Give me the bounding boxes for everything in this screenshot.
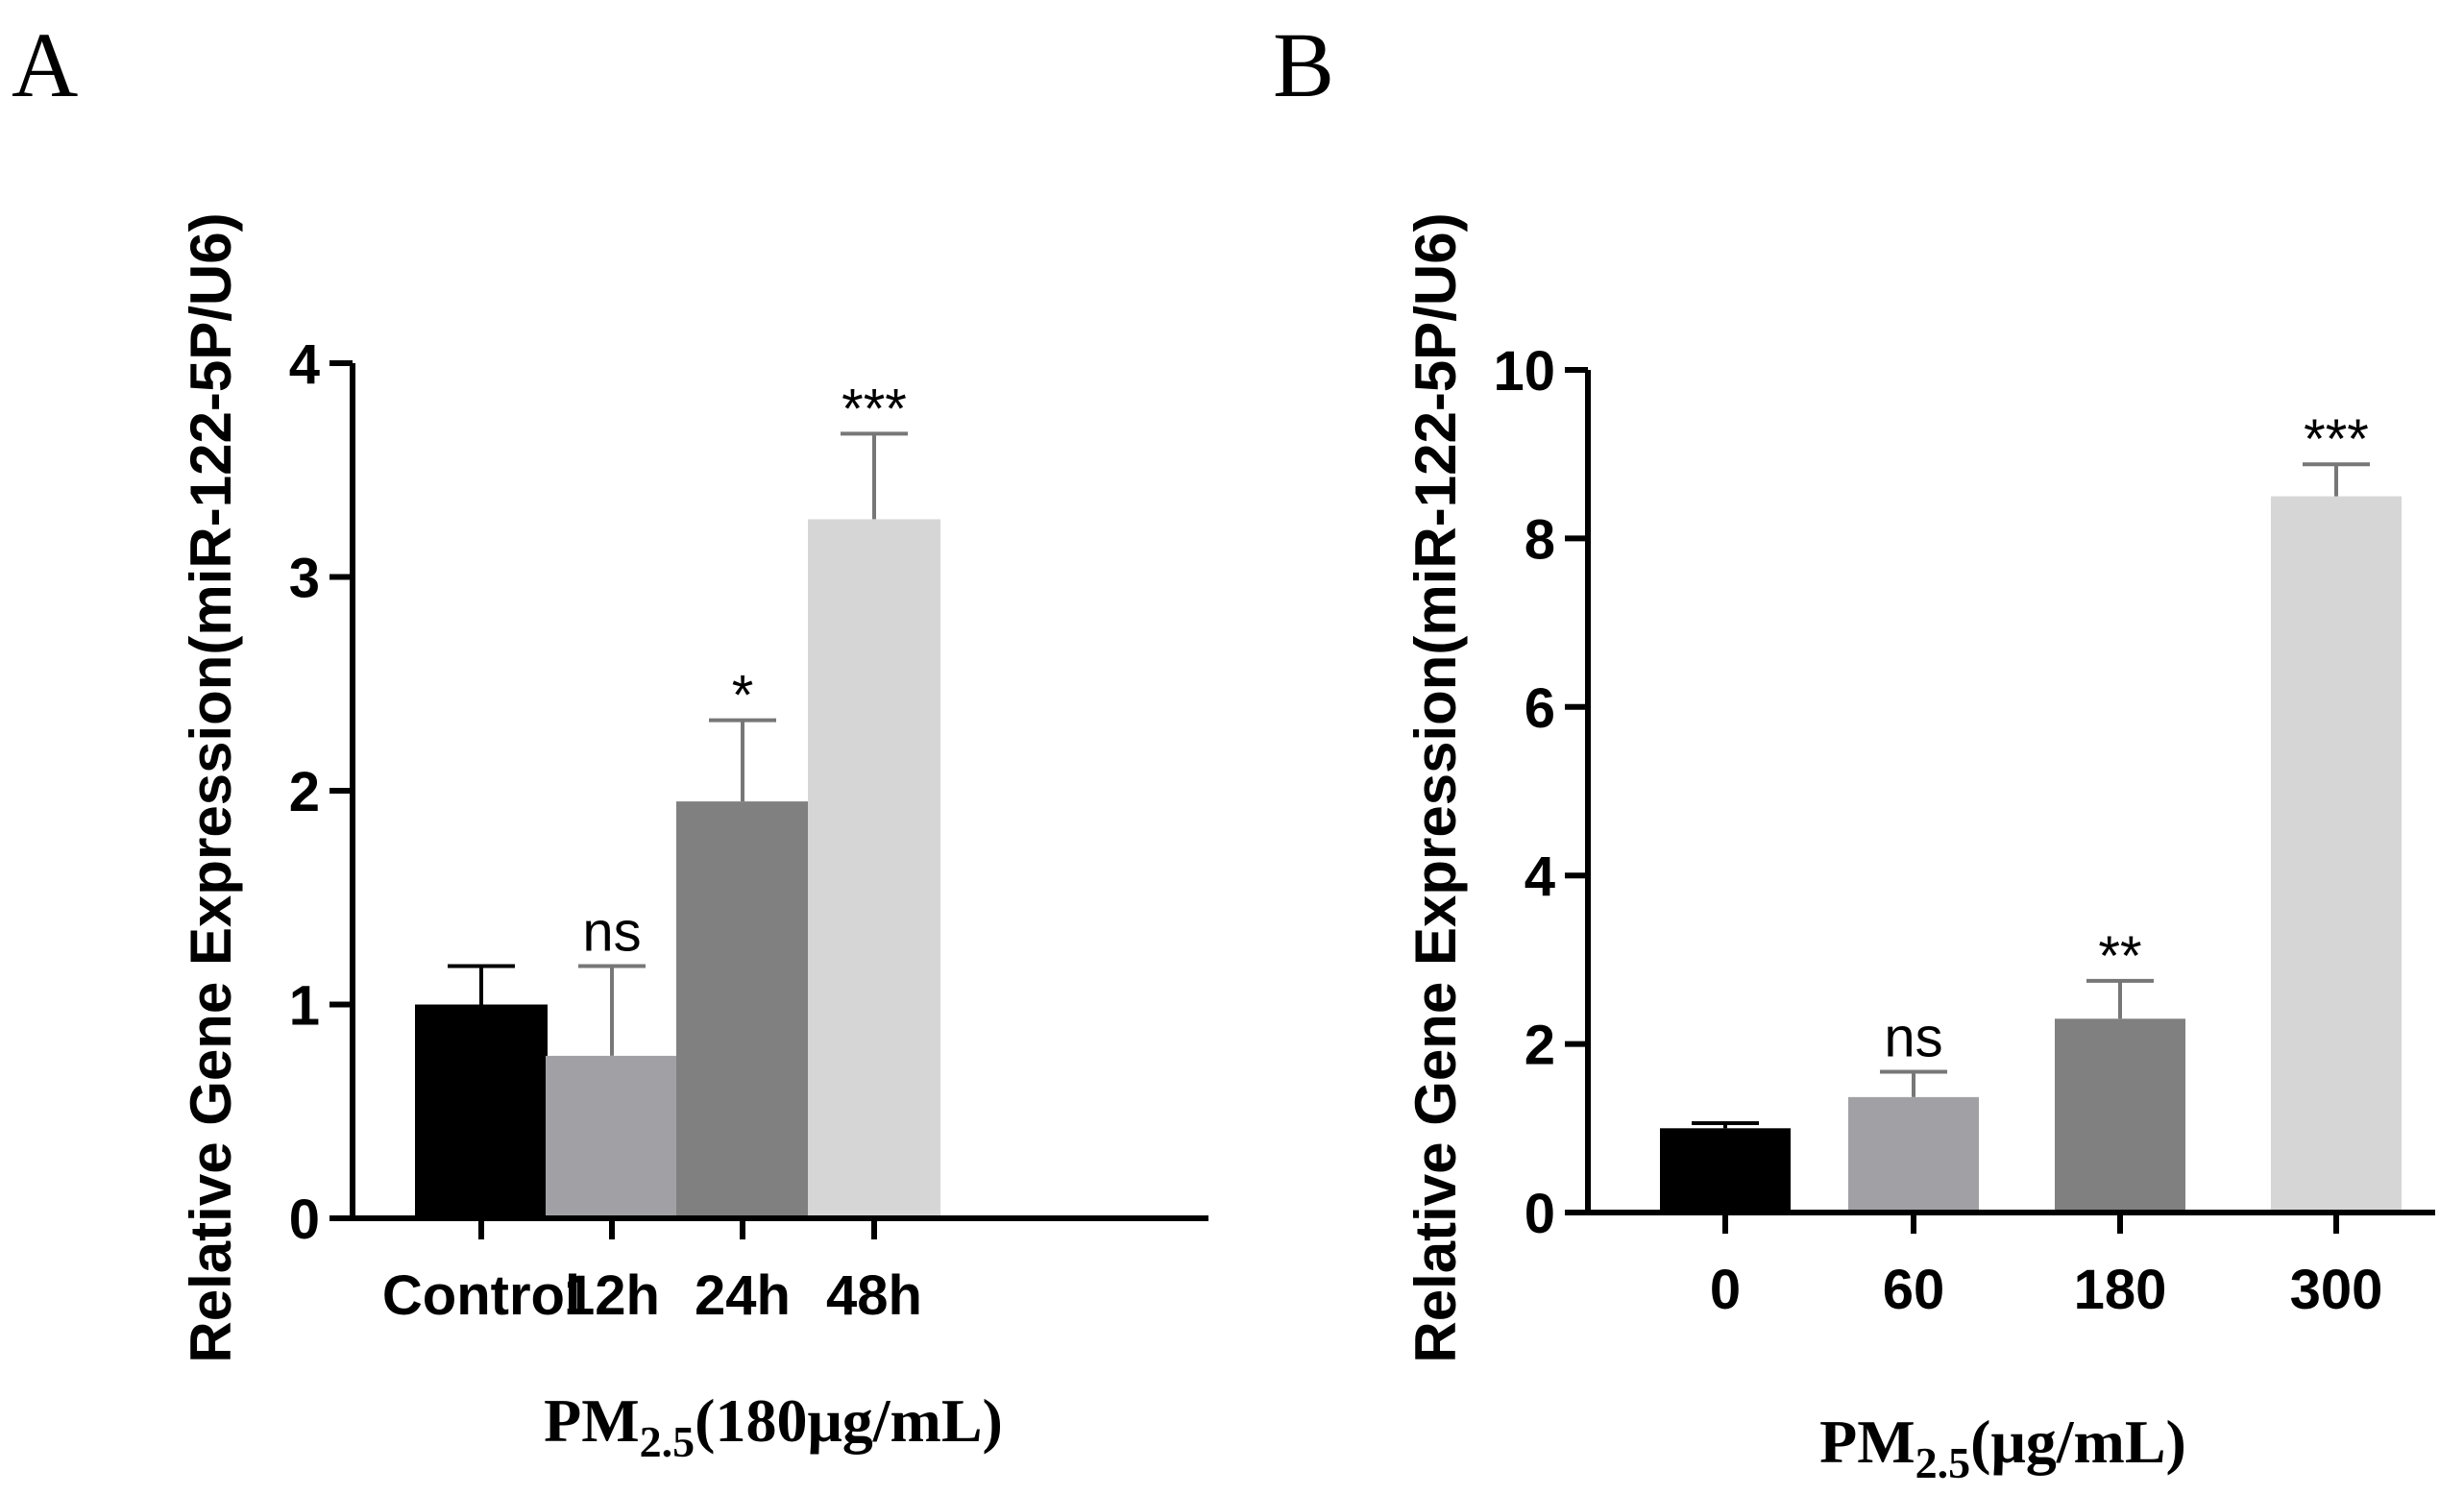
y-tick-label-0: 0 — [1525, 1183, 1555, 1245]
bar-300 — [2271, 496, 2402, 1213]
y-tick-label-10: 10 — [1493, 340, 1555, 403]
y-tick-label-0: 0 — [289, 1189, 320, 1251]
y-axis-label: Relative Gene Expression(miR-122-5P/U6) — [1403, 212, 1468, 1362]
y-tick-label-2: 2 — [289, 761, 320, 823]
x-axis-label: PM2.5(μg/mL) — [1819, 1408, 2186, 1487]
x-tick-label-180: 180 — [2074, 1259, 2167, 1321]
x-tick-label-0: 0 — [1710, 1259, 1741, 1321]
bar-12h — [546, 1055, 678, 1218]
x-axis-label: PM2.5(180μg/mL) — [544, 1386, 1003, 1466]
x-tick-label-control: Control — [382, 1264, 580, 1327]
y-tick-label-4: 4 — [289, 333, 320, 396]
y-tick-label-8: 8 — [1525, 508, 1555, 571]
y-tick-label-1: 1 — [289, 975, 320, 1038]
significance-label-12h: ns — [582, 900, 641, 963]
significance-label-48h: *** — [842, 378, 907, 440]
x-tick-label-60: 60 — [1883, 1259, 1945, 1321]
y-tick-label-2: 2 — [1525, 1015, 1555, 1077]
y-axis-label: Relative Gene Expression(miR-122-5P/U6) — [179, 212, 243, 1362]
bar-0 — [1660, 1128, 1791, 1213]
significance-label-300: *** — [2304, 408, 2369, 471]
y-tick-label-3: 3 — [289, 548, 320, 610]
significance-label-24h: * — [732, 665, 754, 727]
bar-180 — [2055, 1018, 2185, 1213]
x-tick-label-24h: 24h — [695, 1264, 791, 1327]
x-tick-label-48h: 48h — [826, 1264, 922, 1327]
y-tick-label-4: 4 — [1525, 846, 1555, 908]
x-tick-label-12h: 12h — [564, 1264, 660, 1327]
bar-48h — [808, 519, 940, 1218]
panel-letter-a: A — [12, 13, 78, 116]
bar-24h — [676, 801, 809, 1218]
panel-letter-b: B — [1273, 13, 1334, 116]
bar-60 — [1848, 1096, 1979, 1213]
bar-control — [415, 1004, 548, 1218]
x-tick-label-300: 300 — [2290, 1259, 2383, 1321]
significance-label-60: ns — [1884, 1007, 1942, 1069]
panel-a: A Control ns 12h * 24h *** 48h 0 1 2 3 4 Relative Ge… — [12, 13, 1208, 1466]
y-tick-label-6: 6 — [1525, 677, 1555, 740]
significance-label-180: ** — [2098, 925, 2141, 988]
panel-b: B 0 ns 60 ** 180 *** 300 0 2 4 6 8 10 Relative Gene E… — [1273, 13, 2435, 1487]
